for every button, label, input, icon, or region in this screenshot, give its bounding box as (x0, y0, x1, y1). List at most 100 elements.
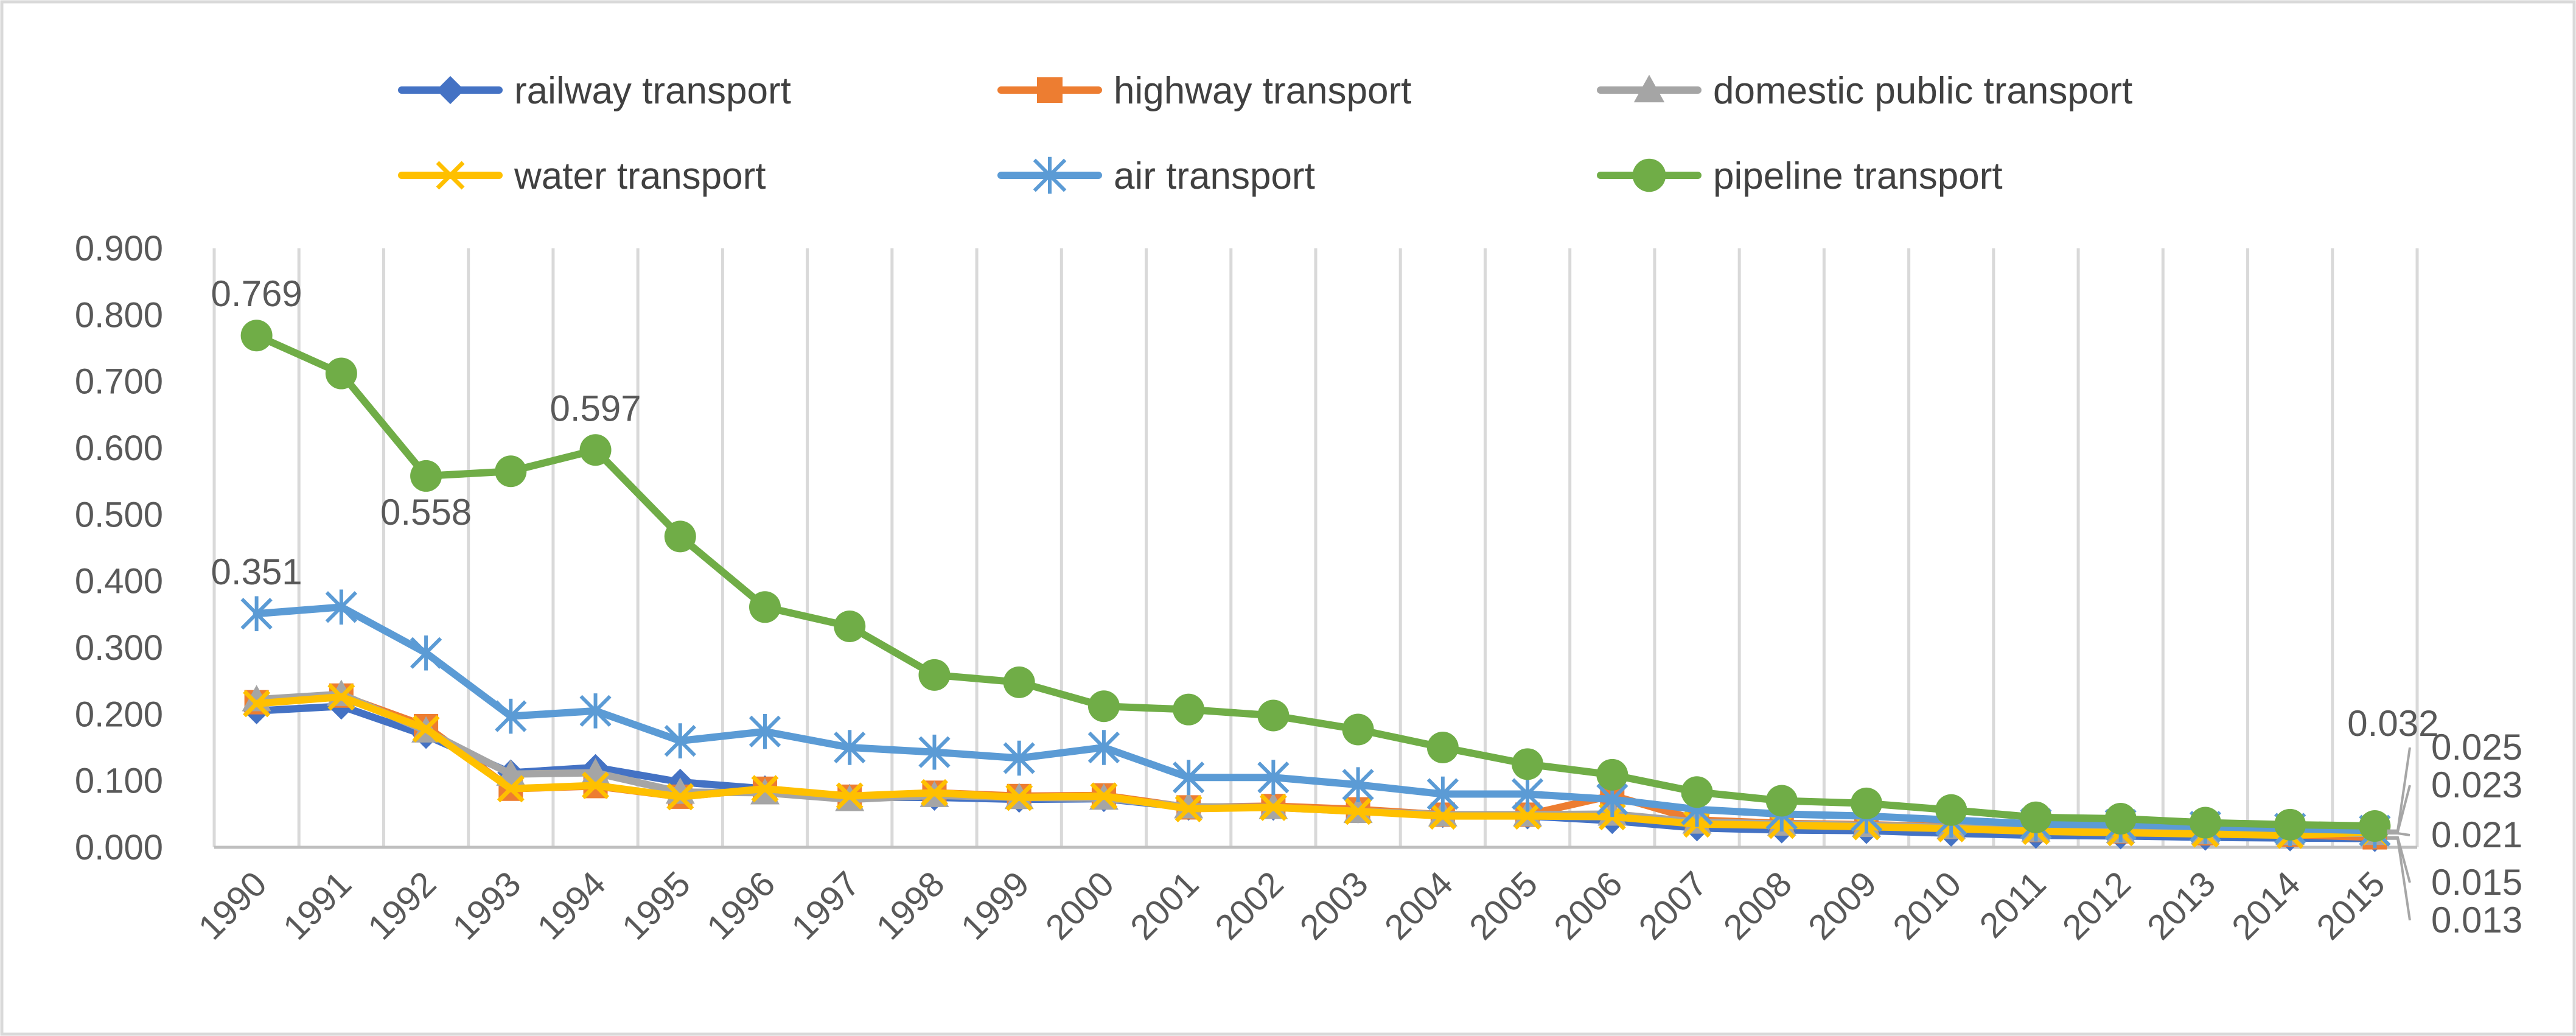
data-point-pipeline-transport (2020, 801, 2052, 833)
data-point-air-transport (495, 698, 527, 734)
gridlines (212, 248, 2419, 847)
data-point-air-transport (918, 734, 951, 770)
y-tick-label: 0.300 (75, 628, 163, 668)
data-point-air-transport (325, 589, 357, 625)
data-point-pipeline-transport (495, 455, 527, 488)
series-pipeline-transport (240, 320, 2391, 842)
data-point-water-transport (1513, 802, 1541, 830)
data-point-air-transport (579, 693, 612, 729)
legend-item-domestic-public-transport: domestic public transport (1597, 70, 2132, 112)
data-point-air-transport (1087, 730, 1120, 765)
y-tick-label: 0.600 (75, 429, 163, 468)
data-point-pipeline-transport (1087, 690, 1120, 723)
data-point-air-transport (1173, 760, 1205, 795)
data-label: 0.558 (380, 492, 472, 533)
data-point-water-transport (1259, 793, 1287, 821)
legend-item-highway-transport: highway transport (997, 70, 1411, 112)
legend-marker (1037, 77, 1063, 103)
data-point-pipeline-transport (1681, 776, 1713, 808)
data-point-water-transport (1005, 783, 1033, 811)
data-point-air-transport (1003, 740, 1035, 776)
y-tick-label: 0.200 (75, 695, 163, 734)
data-point-pipeline-transport (664, 520, 696, 553)
data-point-air-transport (1342, 767, 1374, 803)
data-point-pipeline-transport (1426, 732, 1459, 763)
legend-item-air-transport: air transport (997, 155, 1315, 197)
data-point-pipeline-transport (2189, 807, 2221, 839)
data-point-pipeline-transport (1257, 699, 1290, 732)
data-label: 0.032 (2347, 703, 2438, 744)
callout-leader-line (2387, 837, 2411, 921)
data-point-air-transport (240, 596, 273, 632)
data-point-pipeline-transport (918, 659, 951, 691)
data-point-pipeline-transport (1512, 748, 1544, 780)
series-water-transport (243, 683, 2389, 849)
y-tick-label: 0.400 (75, 562, 163, 601)
data-point-air-transport (1511, 776, 1544, 812)
legend-item-pipeline-transport: pipeline transport (1597, 155, 2003, 197)
data-point-pipeline-transport (1003, 666, 1035, 698)
y-tick-label: 0.500 (75, 495, 163, 534)
data-point-pipeline-transport (1173, 693, 1205, 726)
data-point-water-transport (497, 775, 525, 803)
legend-label: railway transport (514, 70, 791, 112)
data-point-air-transport (834, 730, 866, 765)
data-point-pipeline-transport (1342, 713, 1374, 746)
y-tick-label: 0.700 (75, 362, 163, 402)
callout-label: 0.013 (2431, 900, 2522, 940)
data-point-water-transport (1175, 795, 1202, 823)
y-tick-label: 0.900 (75, 229, 163, 268)
legend-label: pipeline transport (1713, 155, 2003, 197)
callout-label: 0.025 (2431, 727, 2522, 768)
data-point-pipeline-transport (2359, 810, 2391, 842)
data-point-pipeline-transport (1851, 787, 1882, 819)
data-point-pipeline-transport (2104, 802, 2137, 835)
series-line-water-transport (253, 693, 2379, 839)
data-point-water-transport (751, 775, 779, 803)
y-tick-label: 0.800 (75, 295, 163, 335)
legend-marker (436, 75, 465, 105)
data-point-water-transport (412, 715, 440, 743)
legend-item-railway-transport: railway transport (398, 70, 791, 112)
data-point-water-transport (666, 783, 694, 811)
data-label: 0.351 (211, 551, 302, 592)
y-tick-label: 0.100 (75, 761, 163, 801)
callout-leader-line (2387, 836, 2411, 883)
data-point-pipeline-transport (2274, 808, 2306, 841)
data-point-pipeline-transport (579, 434, 612, 466)
legend-marker (1632, 158, 1666, 192)
series-lines (240, 320, 2391, 852)
data-point-water-transport (1090, 782, 1118, 810)
data-point-pipeline-transport (410, 460, 442, 492)
data-point-water-transport (327, 683, 355, 711)
y-tick-label: 0.000 (75, 828, 163, 867)
legend-marker (436, 161, 465, 190)
data-point-water-transport (1344, 797, 1372, 825)
callout-label: 0.015 (2431, 862, 2522, 903)
data-point-water-transport (582, 771, 610, 799)
legend: railway transport highway transport domest… (398, 70, 2132, 197)
legend-item-water-transport: water transport (398, 155, 766, 197)
data-point-pipeline-transport (1765, 785, 1798, 817)
data-point-water-transport (920, 779, 948, 807)
legend-marker (1033, 156, 1067, 194)
data-point-pipeline-transport (1935, 794, 1967, 826)
data-point-air-transport (1426, 776, 1459, 812)
data-point-water-transport (243, 690, 271, 718)
callout-label: 0.021 (2431, 814, 2522, 855)
data-point-pipeline-transport (749, 591, 781, 623)
callout-leader-line (2387, 785, 2411, 833)
data-point-pipeline-transport (834, 611, 866, 643)
data-point-air-transport (664, 723, 696, 758)
data-point-water-transport (1429, 802, 1457, 830)
data-label: 0.597 (550, 388, 641, 429)
data-label: 0.769 (211, 273, 302, 314)
legend-label: water transport (514, 155, 766, 197)
legend-label: air transport (1114, 155, 1315, 197)
data-point-air-transport (410, 635, 442, 671)
data-point-air-transport (1257, 760, 1290, 795)
data-point-air-transport (749, 713, 781, 749)
data-point-pipeline-transport (240, 320, 273, 352)
legend-label: highway transport (1114, 70, 1411, 112)
